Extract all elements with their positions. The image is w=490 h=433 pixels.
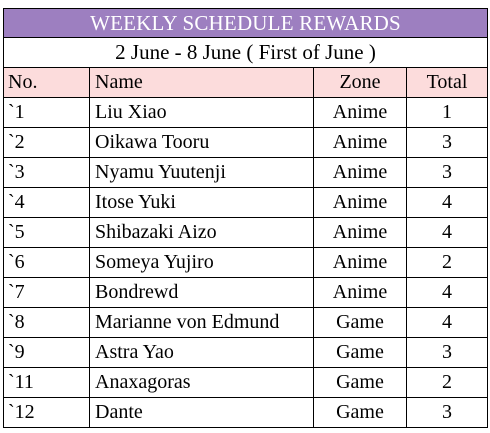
row-zone-cell[interactable]: Anime: [313, 247, 407, 278]
row-zone-cell[interactable]: Game: [313, 397, 407, 428]
row-total-cell[interactable]: 2: [406, 367, 488, 398]
row-name-cell[interactable]: Anaxagoras: [89, 367, 314, 398]
title-row: WEEKLY SCHEDULE REWARDS: [3, 8, 488, 38]
table-row: `9 Astra Yao Game 3: [3, 337, 488, 368]
row-name-cell[interactable]: Itose Yuki: [89, 187, 314, 218]
row-no-cell[interactable]: `8: [3, 307, 90, 338]
row-no-cell[interactable]: `11: [3, 367, 90, 398]
row-name-cell[interactable]: Nyamu Yuutenji: [89, 157, 314, 188]
table-row: `7 Bondrewd Anime 4: [3, 277, 488, 308]
row-total-cell[interactable]: 4: [406, 277, 488, 308]
row-zone-cell[interactable]: Game: [313, 367, 407, 398]
rewards-table: WEEKLY SCHEDULE REWARDS 2 June - 8 June …: [3, 8, 488, 428]
row-name-cell[interactable]: Bondrewd: [89, 277, 314, 308]
row-total-cell[interactable]: 2: [406, 247, 488, 278]
row-no-cell[interactable]: `6: [3, 247, 90, 278]
row-no-cell[interactable]: `12: [3, 397, 90, 428]
row-total-cell[interactable]: 4: [406, 217, 488, 248]
row-zone-cell[interactable]: Anime: [313, 157, 407, 188]
row-name-cell[interactable]: Dante: [89, 397, 314, 428]
table-row: `8 Marianne von Edmund Game 4: [3, 307, 488, 338]
row-total-cell[interactable]: 3: [406, 337, 488, 368]
row-zone-cell[interactable]: Anime: [313, 217, 407, 248]
row-no-cell[interactable]: `2: [3, 127, 90, 158]
table-row: `4 Itose Yuki Anime 4: [3, 187, 488, 218]
row-name-cell[interactable]: Marianne von Edmund: [89, 307, 314, 338]
rewards-table-body: WEEKLY SCHEDULE REWARDS 2 June - 8 June …: [3, 8, 488, 428]
date-range-subtitle[interactable]: 2 June - 8 June ( First of June ): [3, 37, 488, 68]
row-zone-cell[interactable]: Anime: [313, 187, 407, 218]
row-name-cell[interactable]: Astra Yao: [89, 337, 314, 368]
table-row: `6 Someya Yujiro Anime 2: [3, 247, 488, 278]
subtitle-row: 2 June - 8 June ( First of June ): [3, 37, 488, 68]
table-title[interactable]: WEEKLY SCHEDULE REWARDS: [3, 8, 488, 38]
header-zone[interactable]: Zone: [313, 67, 407, 98]
row-total-cell[interactable]: 3: [406, 157, 488, 188]
row-total-cell[interactable]: 3: [406, 397, 488, 428]
table-row: `1 Liu Xiao Anime 1: [3, 97, 488, 128]
row-no-cell[interactable]: `5: [3, 217, 90, 248]
row-zone-cell[interactable]: Anime: [313, 97, 407, 128]
row-no-cell[interactable]: `4: [3, 187, 90, 218]
row-name-cell[interactable]: Someya Yujiro: [89, 247, 314, 278]
row-total-cell[interactable]: 1: [406, 97, 488, 128]
row-name-cell[interactable]: Shibazaki Aizo: [89, 217, 314, 248]
row-zone-cell[interactable]: Game: [313, 337, 407, 368]
row-no-cell[interactable]: `9: [3, 337, 90, 368]
header-row: No. Name Zone Total: [3, 67, 488, 98]
table-row: `3 Nyamu Yuutenji Anime 3: [3, 157, 488, 188]
row-total-cell[interactable]: 3: [406, 127, 488, 158]
table-row: `5 Shibazaki Aizo Anime 4: [3, 217, 488, 248]
table-row: `2 Oikawa Tooru Anime 3: [3, 127, 488, 158]
header-no[interactable]: No.: [3, 67, 90, 98]
row-total-cell[interactable]: 4: [406, 187, 488, 218]
row-no-cell[interactable]: `3: [3, 157, 90, 188]
row-name-cell[interactable]: Liu Xiao: [89, 97, 314, 128]
row-zone-cell[interactable]: Anime: [313, 277, 407, 308]
table-row: `12 Dante Game 3: [3, 397, 488, 428]
row-total-cell[interactable]: 4: [406, 307, 488, 338]
row-no-cell[interactable]: `1: [3, 97, 90, 128]
row-no-cell[interactable]: `7: [3, 277, 90, 308]
row-zone-cell[interactable]: Game: [313, 307, 407, 338]
header-total[interactable]: Total: [406, 67, 488, 98]
header-name[interactable]: Name: [89, 67, 314, 98]
row-name-cell[interactable]: Oikawa Tooru: [89, 127, 314, 158]
row-zone-cell[interactable]: Anime: [313, 127, 407, 158]
table-row: `11 Anaxagoras Game 2: [3, 367, 488, 398]
